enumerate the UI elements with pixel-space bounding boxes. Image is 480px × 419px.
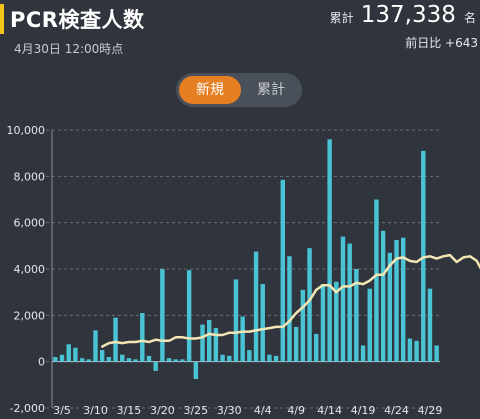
bar: [93, 330, 98, 362]
moving-average-line: [100, 253, 480, 348]
bar: [233, 279, 239, 362]
y-tick-label: -2,000: [10, 402, 45, 415]
bar: [220, 354, 225, 362]
bar: [280, 179, 286, 362]
bar: [146, 355, 152, 362]
bar: [213, 328, 219, 362]
total-value: 137,338: [360, 2, 456, 28]
tab-cumulative[interactable]: 累計: [257, 82, 285, 98]
x-tick-label: 3/30: [217, 404, 242, 417]
x-tick-label: 4/4: [254, 404, 272, 417]
bar: [247, 350, 252, 362]
bar: [400, 237, 406, 362]
x-tick-label: 4/14: [317, 404, 342, 417]
bar: [153, 361, 158, 371]
total-unit: 名: [463, 11, 476, 25]
bar: [287, 256, 292, 362]
bar: [66, 344, 71, 362]
bar: [354, 269, 359, 362]
total-count: 累計 137,338 名: [330, 2, 476, 28]
y-tick-label: 10,000: [7, 124, 46, 137]
y-tick-label: 8,000: [14, 170, 46, 183]
bar: [186, 270, 192, 362]
bar: [73, 347, 78, 362]
view-toggle: 新規 累計: [176, 73, 302, 107]
day-over-day-diff: 前日比 +643: [405, 36, 478, 50]
bar: [427, 288, 433, 362]
bar: [59, 354, 65, 362]
bar: [320, 284, 326, 362]
bar: [267, 354, 272, 362]
bar: [53, 357, 58, 362]
bar: [394, 240, 399, 362]
bar: [407, 338, 413, 362]
bar: [113, 317, 118, 362]
timestamp: 4月30日 12:00時点: [14, 42, 124, 56]
bar: [227, 355, 232, 362]
bar: [240, 316, 245, 362]
bar: [133, 359, 138, 362]
x-tick-label: 3/20: [150, 404, 175, 417]
bar: [374, 199, 379, 362]
y-tick-label: 6,000: [14, 217, 46, 230]
bar: [314, 333, 319, 362]
bar: [126, 358, 132, 362]
y-tick-label: 4,000: [14, 263, 46, 276]
bar: [200, 324, 205, 362]
bar: [327, 139, 332, 362]
page-title: PCR検査人数: [10, 8, 145, 32]
bar: [307, 248, 312, 362]
bar: [334, 281, 339, 362]
bar: [206, 319, 212, 362]
bar: [253, 251, 259, 362]
bar: [99, 350, 105, 362]
bar: [273, 355, 279, 362]
y-tick-label: 0: [38, 356, 45, 369]
bar: [160, 269, 165, 362]
title-accent-bar: [0, 4, 4, 34]
x-tick-label: 4/29: [418, 404, 443, 417]
bar: [414, 340, 419, 362]
bar: [106, 357, 112, 362]
bar: [180, 359, 185, 362]
bar: [387, 252, 393, 362]
x-tick-label: 3/10: [83, 404, 108, 417]
bar: [367, 288, 372, 362]
bar: [79, 358, 85, 362]
bar: [173, 359, 178, 362]
bar: [293, 326, 299, 362]
bar: [140, 313, 145, 362]
x-tick-label: 4/19: [351, 404, 376, 417]
x-tick-label: 3/25: [183, 404, 208, 417]
bar: [260, 284, 265, 362]
bar: [380, 230, 386, 362]
bar: [434, 345, 439, 362]
x-tick-label: 3/15: [117, 404, 142, 417]
y-tick-label: 2,000: [14, 309, 46, 322]
bar: [193, 361, 199, 380]
bar: [347, 243, 352, 362]
x-tick-label: 4/24: [384, 404, 409, 417]
x-tick-label: 4/9: [287, 404, 305, 417]
bar: [120, 354, 125, 362]
bar: [300, 289, 306, 362]
x-tick-label: 3/5: [53, 404, 71, 417]
tab-new[interactable]: 新規: [179, 76, 241, 104]
bar: [360, 345, 366, 362]
bar: [340, 236, 346, 362]
bar: [86, 359, 92, 362]
total-label: 累計: [329, 11, 354, 25]
bar: [166, 358, 172, 362]
